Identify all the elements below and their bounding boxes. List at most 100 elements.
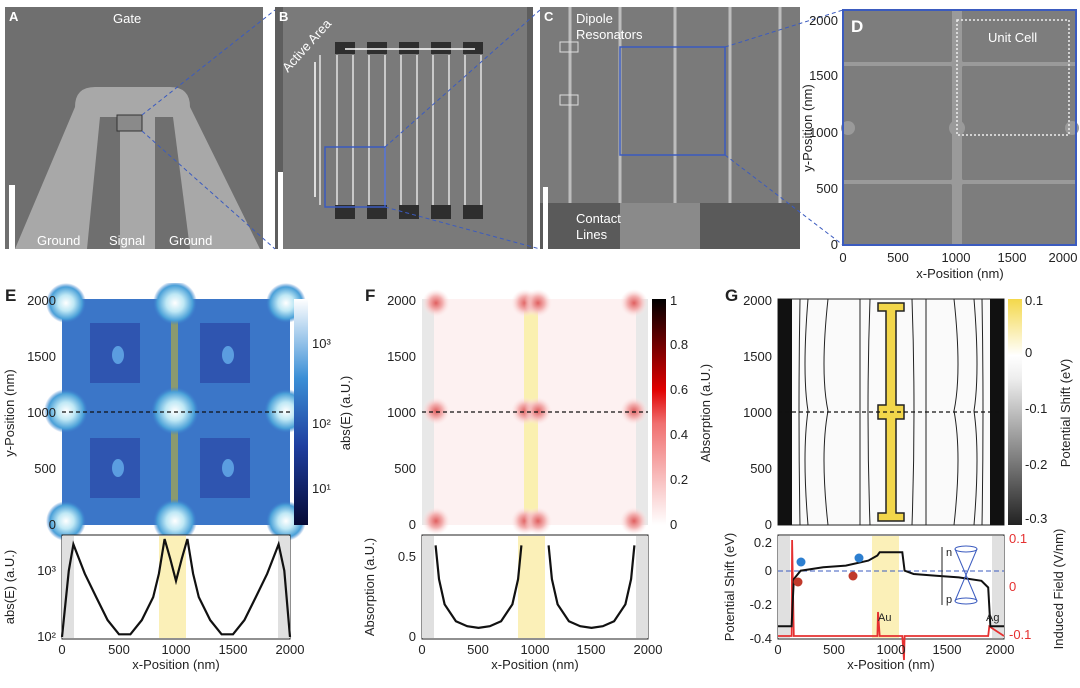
d-ytick-1500: 1500 <box>809 68 838 83</box>
e-ytick-0: 0 <box>49 517 56 532</box>
g-cbar-tick-0: 0 <box>1025 345 1032 360</box>
f-ytick-1500: 1500 <box>387 349 416 364</box>
g-xtick-0: 0 <box>774 642 781 657</box>
e-ytick-500: 500 <box>34 461 56 476</box>
d-xtick-0: 0 <box>839 250 846 265</box>
g-ytick-2000: 2000 <box>743 293 772 308</box>
e-ylabel-bot: abs(E) (a.U.) <box>2 550 17 624</box>
e-xtick-1000: 1000 <box>162 642 191 657</box>
ground-left-label: Ground <box>37 233 81 248</box>
f-ylabel-bot: Absorption (a.U.) <box>362 538 377 636</box>
e-ytick-1500: 1500 <box>27 349 56 364</box>
e-cbar-tick-1e3: 10³ <box>312 336 331 351</box>
f-cbar-tick-04: 0.4 <box>670 427 688 442</box>
dirac-cone-icon <box>954 545 978 605</box>
f-ytick-500: 500 <box>394 461 416 476</box>
g-cbar-tick-01: 0.1 <box>1025 293 1043 308</box>
panel-d: 2000 1500 1000 500 0 0 500 1000 1500 200… <box>800 0 1080 285</box>
e-cbar-label: abs(E) (a.U.) <box>338 376 353 450</box>
g-cbar-label: Potential Shift (eV) <box>1058 359 1073 467</box>
hole-icon <box>793 577 803 587</box>
dipole-label: Dipole <box>576 11 613 26</box>
panel-d-plot: 2000 1500 1000 500 0 0 500 1000 1500 200… <box>800 9 1079 281</box>
f-xlabel: x-Position (nm) <box>491 657 578 672</box>
panel-a-device-drawing <box>5 7 263 249</box>
zoom-connector-lines <box>141 9 844 250</box>
panel-c-image: C Dipole Resonators Contact Lines <box>540 7 800 249</box>
panel-g: G 2000 1500 1000 500 0 0.1 0 -0.1 -0.2 -… <box>720 283 1080 683</box>
e-xtick-1500: 1500 <box>219 642 248 657</box>
g-xtick-500: 500 <box>823 642 845 657</box>
f-cbar-tick-0: 0 <box>670 517 677 532</box>
signal-label: Signal <box>109 233 146 248</box>
g-bot-ytick-m02: -0.2 <box>750 597 772 612</box>
g-cbar-tick-m01: -0.1 <box>1025 401 1047 416</box>
f-xtick-500: 500 <box>467 642 489 657</box>
g-bot-ytick-0: 0 <box>765 563 772 578</box>
g-xtick-1000: 1000 <box>877 642 906 657</box>
e-xtick-500: 500 <box>108 642 130 657</box>
contact-label: Contact <box>576 211 621 226</box>
panel-f: F 2000 1500 1000 500 0 1 0.8 0.6 0.4 0.2… <box>360 283 720 683</box>
f-cbar-label: Absorption (a.U.) <box>698 364 713 462</box>
panel-g-plot: G 2000 1500 1000 500 0 0.1 0 -0.1 -0.2 -… <box>722 286 1073 672</box>
panel-e: E 2000 1500 1000 500 0 10³ 10² 10¹ y-Pos… <box>0 281 360 683</box>
panel-b-image: B Active Area <box>275 7 533 249</box>
g-right-tick-01: 0.1 <box>1009 531 1027 546</box>
electron-icon <box>854 553 864 563</box>
g-ytick-0: 0 <box>765 517 772 532</box>
p-label: p <box>946 594 952 606</box>
g-bot-ytick-02: 0.2 <box>754 535 772 550</box>
d-ylabel: y-Position (nm) <box>800 84 815 171</box>
e-bot-ytick-1e2: 10² <box>37 629 56 644</box>
g-cbar-tick-m03: -0.3 <box>1025 511 1047 526</box>
d-ytick-500: 500 <box>816 181 838 196</box>
unit-cell-label: Unit Cell <box>988 30 1037 45</box>
d-ytick-2000: 2000 <box>809 13 838 28</box>
panel-a-label: A <box>9 9 19 24</box>
panel-e-label: E <box>5 286 16 305</box>
d-xtick-1000: 1000 <box>942 250 971 265</box>
e-xlabel: x-Position (nm) <box>132 657 219 672</box>
f-bot-ytick-05: 0.5 <box>398 549 416 564</box>
f-xtick-2000: 2000 <box>634 642 663 657</box>
f-ytick-1000: 1000 <box>387 405 416 420</box>
g-right-tick-m01: -0.1 <box>1009 627 1031 642</box>
d-xtick-500: 500 <box>887 250 909 265</box>
e-ytick-1000: 1000 <box>27 405 56 420</box>
e-xtick-2000: 2000 <box>276 642 305 657</box>
g-xtick-2000: 2000 <box>986 642 1015 657</box>
e-ylabel-top: y-Position (nm) <box>2 369 17 456</box>
e-bot-ytick-1e3: 10³ <box>37 563 56 578</box>
g-xlabel: x-Position (nm) <box>847 657 934 672</box>
panel-c-array-drawing <box>540 7 800 249</box>
g-xtick-1500: 1500 <box>933 642 962 657</box>
g-cbar-tick-m02: -0.2 <box>1025 457 1047 472</box>
f-ytick-0: 0 <box>409 517 416 532</box>
g-ytick-500: 500 <box>750 461 772 476</box>
au-label: Au <box>878 612 891 624</box>
panel-d-label: D <box>851 17 863 36</box>
g-ylabel-right: Induced Field (V/nm) <box>1051 529 1066 650</box>
d-ytick-0: 0 <box>831 237 838 252</box>
g-ytick-1500: 1500 <box>743 349 772 364</box>
lines-label: Lines <box>576 227 608 242</box>
f-xtick-1500: 1500 <box>577 642 606 657</box>
f-ytick-2000: 2000 <box>387 293 416 308</box>
panel-f-plot: F 2000 1500 1000 500 0 1 0.8 0.6 0.4 0.2… <box>362 286 713 672</box>
f-profile-line <box>434 545 636 630</box>
d-xtick-1500: 1500 <box>998 250 1027 265</box>
ag-label: Ag <box>986 612 999 624</box>
gate-label: Gate <box>113 11 142 26</box>
panel-a-image: A Gate Ground Signal Ground <box>5 7 263 249</box>
g-potential-shift-line <box>778 551 1004 628</box>
g-right-tick-0: 0 <box>1009 579 1016 594</box>
e-xtick-0: 0 <box>58 642 65 657</box>
g-bot-ytick-m04: -0.4 <box>750 631 772 646</box>
panel-g-label: G <box>725 286 738 305</box>
panel-f-label: F <box>365 286 375 305</box>
panel-c-label: C <box>544 9 554 24</box>
f-cbar-tick-06: 0.6 <box>670 382 688 397</box>
f-cbar-tick-1: 1 <box>670 293 677 308</box>
d-xtick-2000: 2000 <box>1049 250 1078 265</box>
